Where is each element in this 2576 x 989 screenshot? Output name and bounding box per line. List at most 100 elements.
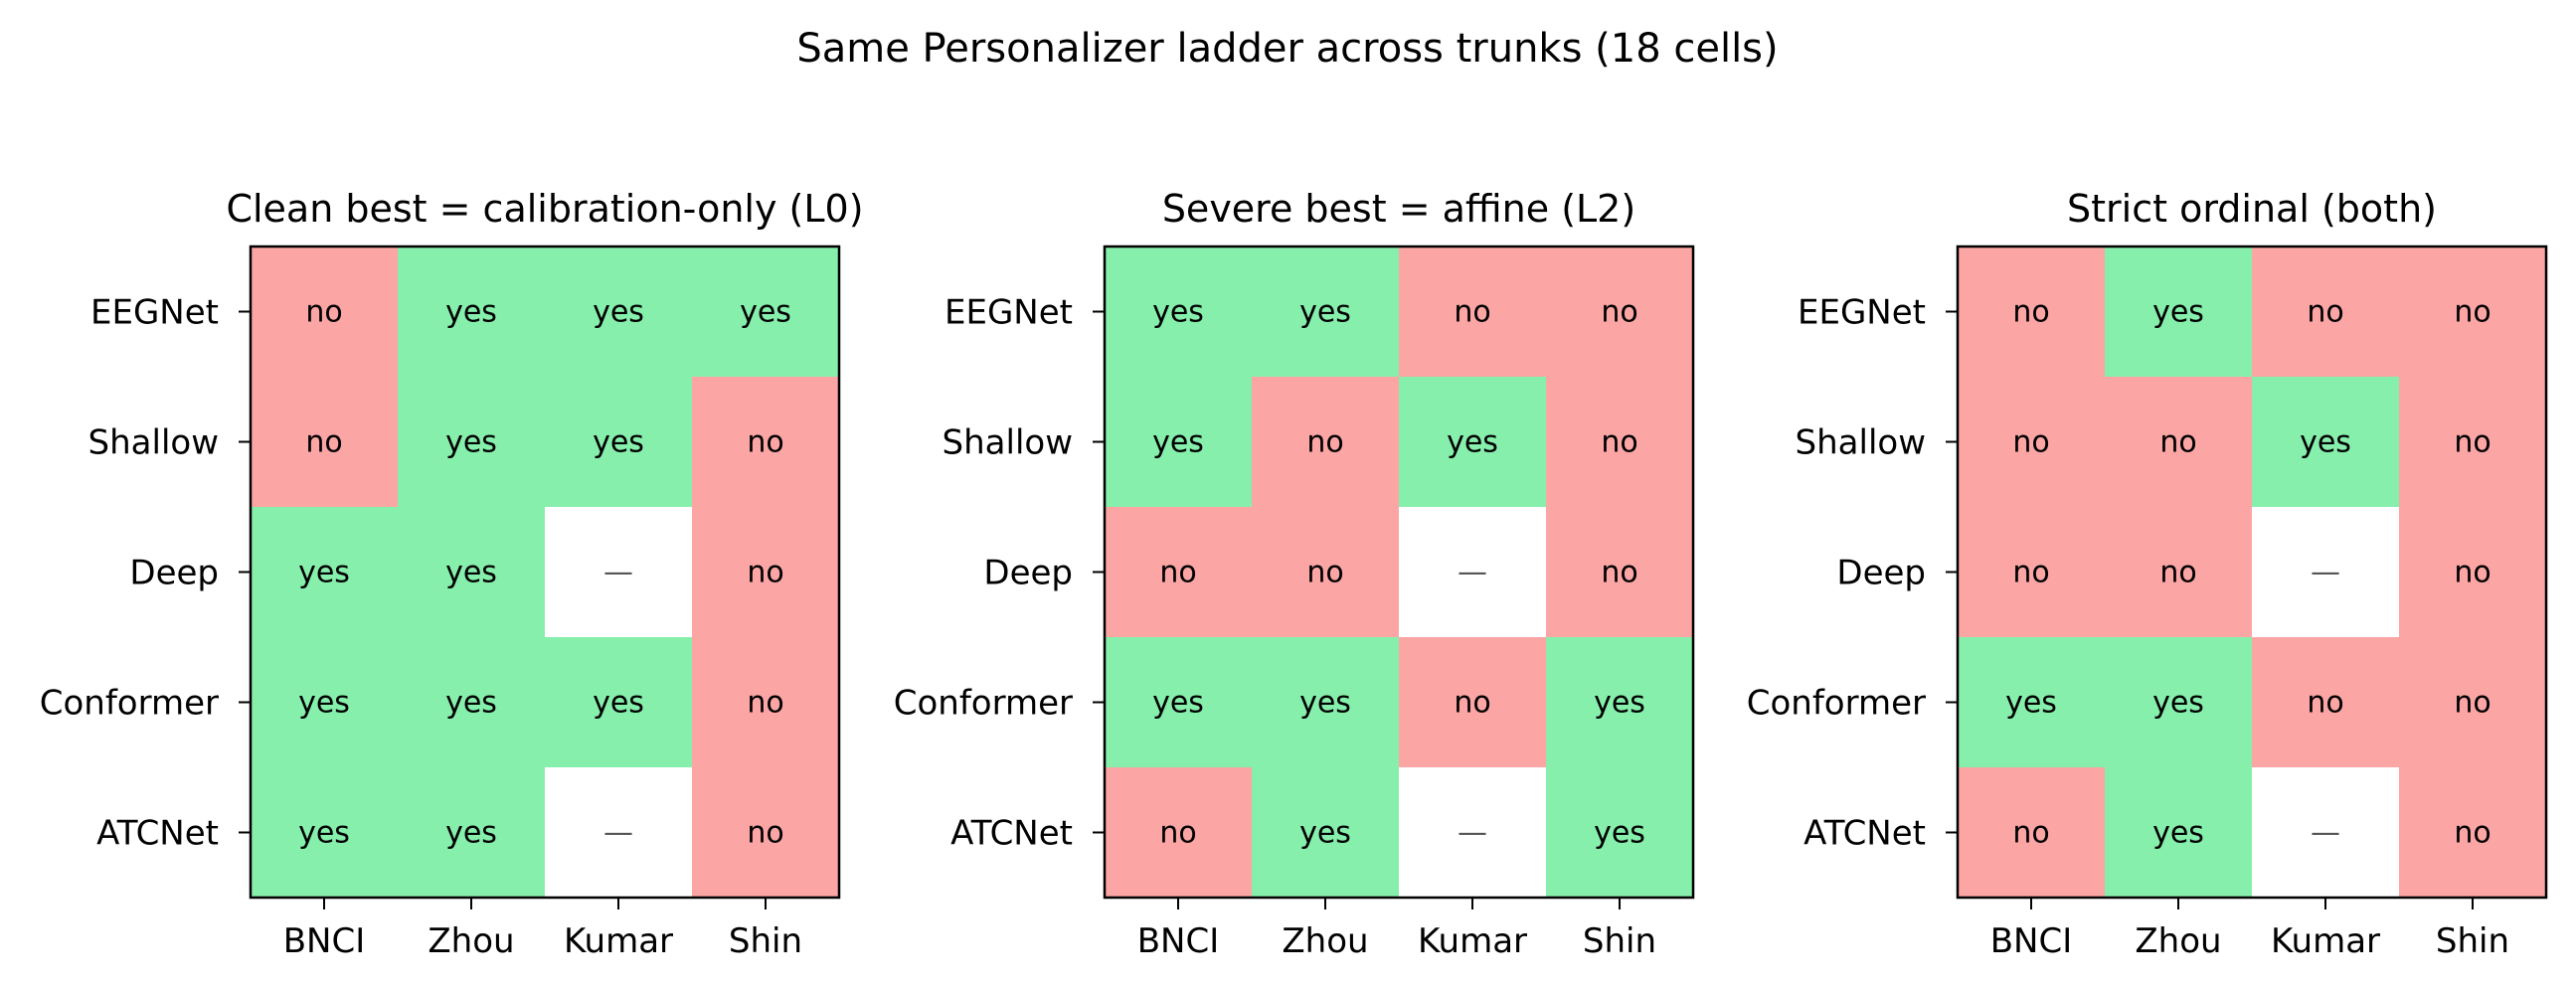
x-tick-label: Zhou	[1282, 921, 1368, 961]
heatmap-cell	[2105, 247, 2252, 377]
y-tick-label: ATCNet	[96, 814, 219, 854]
heatmap-cell	[2105, 507, 2252, 637]
x-tick-label: Shin	[729, 921, 802, 961]
cell-value-label: yes	[1447, 425, 1498, 460]
panel-title: Severe best = affine (L2)	[1162, 187, 1635, 231]
cell-value-label: —	[1458, 556, 1487, 590]
heatmap-cell	[1252, 377, 1399, 507]
heatmap-cell	[1546, 247, 1693, 377]
cell-value-label: —	[1458, 816, 1487, 851]
heatmap-cell	[2252, 507, 2399, 637]
cell-value-label: no	[2159, 556, 2196, 590]
cell-value-label: no	[2012, 556, 2049, 590]
cell-value-label: no	[747, 686, 783, 721]
cell-value-label: —	[2311, 816, 2340, 851]
cell-value-label: —	[603, 556, 633, 590]
heatmap-cell	[1399, 767, 1546, 898]
cell-value-label: yes	[1299, 816, 1351, 851]
heatmap-cell	[251, 377, 398, 507]
heatmap-cell	[251, 507, 398, 637]
cell-value-label: no	[305, 425, 342, 460]
cell-value-label: no	[1306, 425, 1343, 460]
cell-value-label: —	[603, 816, 633, 851]
cell-value-label: no	[1601, 556, 1637, 590]
heatmap-cell	[692, 637, 839, 767]
heatmap-cell	[1252, 637, 1399, 767]
x-tick-label: BNCI	[1137, 921, 1220, 961]
x-tick-label: Zhou	[2135, 921, 2221, 961]
heatmap-cell	[1252, 767, 1399, 898]
cell-value-label: yes	[1152, 295, 1204, 330]
heatmap-cell	[1105, 637, 1252, 767]
cell-value-label: no	[1454, 686, 1490, 721]
heatmap-cell	[1958, 637, 2105, 767]
heatmap-panel-3: Strict ordinal (both) no yes no no no no yes no n…	[1747, 187, 2548, 961]
y-tick-label: Deep	[983, 554, 1073, 593]
heatmap-cell	[2399, 767, 2546, 898]
y-tick-label: EEGNet	[1798, 293, 1926, 333]
heatmap-cell	[2399, 247, 2546, 377]
x-tick-label: Zhou	[428, 921, 514, 961]
y-tick-label: Conformer	[40, 684, 219, 724]
heatmap-cell	[545, 377, 692, 507]
y-tick-label: ATCNet	[1803, 814, 1926, 854]
heatmap-cell	[1958, 247, 2105, 377]
heatmap-cell	[1546, 767, 1693, 898]
y-tick-label: Deep	[1836, 554, 1926, 593]
y-tick-label: Shallow	[1796, 423, 1926, 463]
y-tick-label: Shallow	[88, 423, 219, 463]
cell-value-label: yes	[1594, 816, 1645, 851]
cell-value-label: yes	[2152, 295, 2204, 330]
heatmap-cell	[2105, 637, 2252, 767]
cell-value-label: no	[2012, 425, 2049, 460]
cell-value-label: no	[2307, 295, 2343, 330]
cell-value-label: no	[2012, 816, 2049, 851]
cell-value-label: yes	[1152, 686, 1204, 721]
heatmap-cell	[398, 507, 545, 637]
heatmap-cell	[692, 767, 839, 898]
cell-value-label: yes	[1299, 686, 1351, 721]
heatmap-cell	[398, 377, 545, 507]
heatmap-cell	[545, 637, 692, 767]
panel-title: Strict ordinal (both)	[2067, 187, 2437, 231]
y-tick-label: Deep	[129, 554, 219, 593]
heatmap-cell	[398, 247, 545, 377]
heatmap-cell	[545, 767, 692, 898]
cell-value-label: yes	[593, 686, 644, 721]
cell-value-label: no	[2454, 556, 2490, 590]
heatmap-cell	[2252, 247, 2399, 377]
heatmap-cell	[2252, 637, 2399, 767]
cell-value-label: no	[2454, 425, 2490, 460]
heatmap-cell	[2399, 637, 2546, 767]
cell-value-label: no	[2454, 816, 2490, 851]
cell-value-label: no	[1454, 295, 1490, 330]
cell-value-label: no	[1159, 816, 1196, 851]
cell-value-label: no	[2012, 295, 2049, 330]
cell-value-label: yes	[445, 556, 497, 590]
heatmap-cell	[398, 637, 545, 767]
cell-value-label: yes	[1594, 686, 1645, 721]
cell-value-label: no	[2454, 686, 2490, 721]
cell-value-label: no	[2307, 686, 2343, 721]
cell-value-label: no	[1306, 556, 1343, 590]
cell-value-label: no	[747, 816, 783, 851]
heatmap-cell	[1958, 767, 2105, 898]
y-tick-label: EEGNet	[945, 293, 1073, 333]
cell-value-label: yes	[445, 686, 497, 721]
heatmap-cell	[1105, 507, 1252, 637]
cell-value-label: yes	[2005, 686, 2057, 721]
heatmap-cell	[1252, 507, 1399, 637]
heatmap-cell	[1399, 377, 1546, 507]
heatmap-cell	[692, 507, 839, 637]
cell-value-label: yes	[298, 686, 350, 721]
cell-value-label: no	[2454, 295, 2490, 330]
heatmap-cell	[1958, 507, 2105, 637]
cell-value-label: no	[2159, 425, 2196, 460]
heatmap-panel-2: Severe best = affine (L2) yes yes no no yes no…	[894, 187, 1695, 961]
cell-value-label: yes	[2300, 425, 2351, 460]
cell-value-label: yes	[740, 295, 791, 330]
cell-value-label: yes	[1152, 425, 1204, 460]
heatmap-cell	[545, 247, 692, 377]
heatmap-cell	[545, 507, 692, 637]
